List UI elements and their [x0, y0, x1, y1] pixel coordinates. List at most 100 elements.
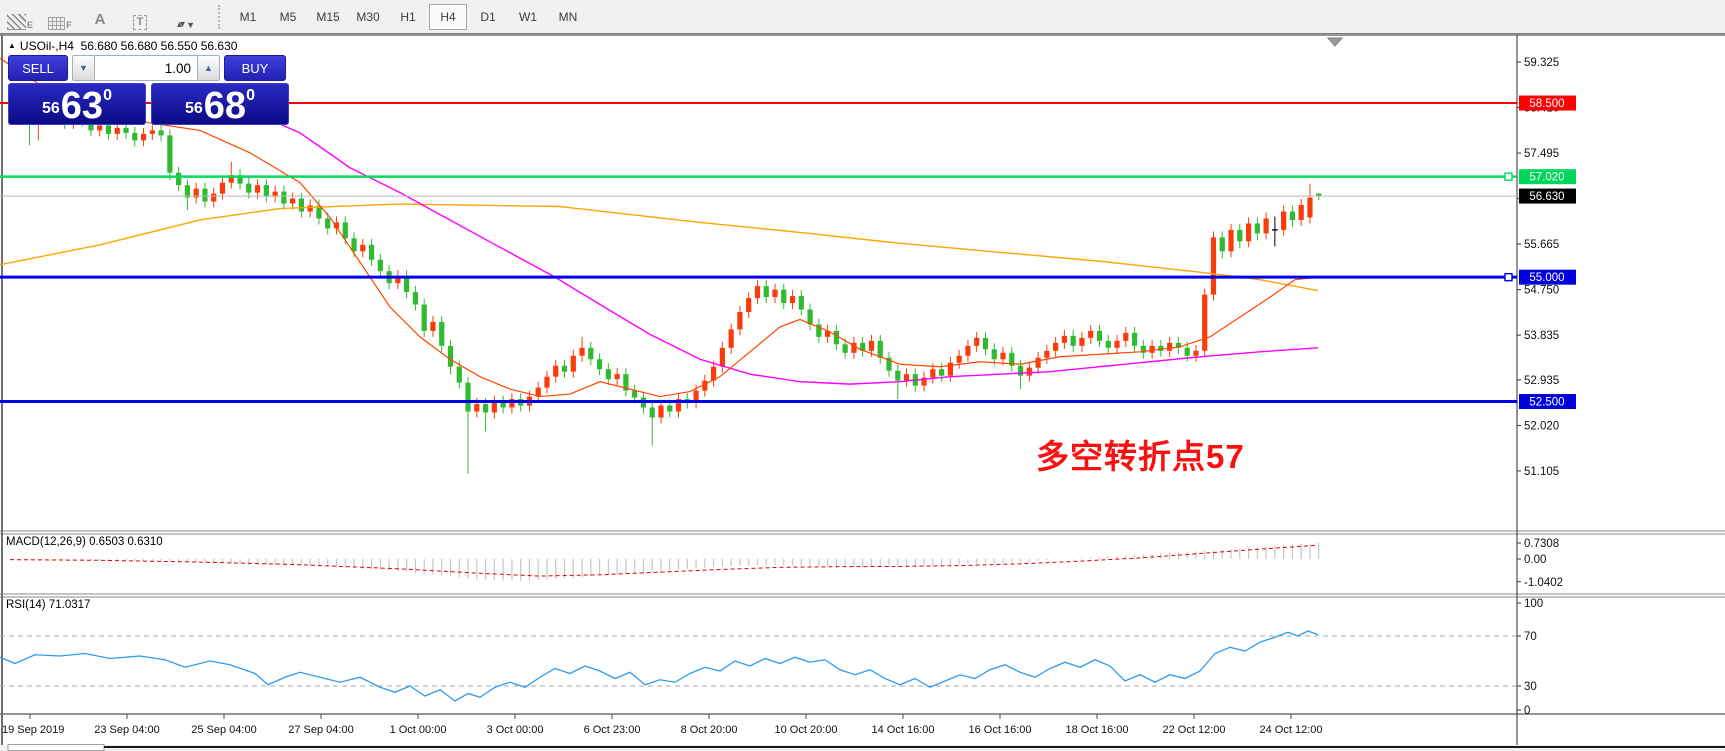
candle-body [1131, 332, 1138, 346]
candle-body [886, 357, 892, 371]
candle-body [237, 175, 243, 184]
ma-fast [0, 57, 1319, 398]
price-badge-label: 58.500 [1529, 98, 1564, 110]
volume-decrease-button[interactable]: ▼ [72, 55, 95, 81]
candle-body [658, 405, 664, 418]
toolbar: E F A T ▴▾ ▼ M1 M5 M15 M30 H1 H4 D1 W1 MN [0, 0, 1725, 34]
candle-body [1237, 229, 1243, 242]
volume-input[interactable] [95, 55, 197, 81]
candle-body [167, 135, 173, 173]
date-label: 6 Oct 23:00 [584, 724, 641, 736]
candle-body [114, 127, 120, 134]
macd-axis-label: -1.0402 [1524, 577, 1563, 589]
sell-price-box[interactable]: 56 63 0 [8, 83, 146, 125]
timeframe-group: M1 M5 M15 M30 H1 H4 D1 W1 MN [228, 3, 588, 30]
candle-body [1184, 347, 1190, 356]
grid-icon[interactable]: F [45, 4, 75, 30]
candle-body [544, 376, 550, 388]
indicators-icon[interactable]: E [5, 4, 35, 30]
candle-body [956, 355, 962, 363]
tf-button-D1[interactable]: D1 [480, 9, 496, 24]
candle-body [1167, 342, 1173, 351]
candle-body [500, 401, 506, 408]
candle-body [88, 120, 94, 131]
candle-body [711, 366, 717, 381]
candle-body [579, 347, 585, 356]
h-scrollbar-thumb[interactable] [7, 744, 105, 751]
date-label: 14 Oct 16:00 [872, 724, 935, 736]
tf-button-M5[interactable]: M5 [279, 9, 297, 24]
candle-body [947, 362, 953, 376]
candle-body [228, 175, 234, 183]
candle-body [623, 374, 629, 391]
tf-button-M1[interactable]: M1 [239, 9, 257, 24]
candle-body [667, 405, 673, 412]
price-tick-label: 55.665 [1524, 239, 1559, 251]
date-label: 1 Oct 00:00 [390, 724, 447, 736]
candle-body [1245, 223, 1252, 242]
tf-button-M15[interactable]: M15 [316, 9, 340, 24]
tf-button-H4[interactable]: H4 [429, 3, 467, 30]
candle-body [1079, 337, 1085, 346]
price-badge-label: 55.000 [1529, 272, 1564, 284]
candle-body [395, 276, 401, 284]
candle-body [509, 399, 515, 408]
candle-body [1088, 330, 1094, 338]
candle-body [132, 132, 138, 141]
candle-body [377, 259, 383, 272]
candle-body [825, 330, 831, 337]
buy-button[interactable]: BUY [224, 55, 286, 81]
hline-handle[interactable] [1504, 272, 1513, 282]
candle-body [202, 188, 208, 202]
candle-body [1000, 352, 1006, 360]
tf-button-M30[interactable]: M30 [356, 9, 380, 24]
candle-body [1009, 352, 1015, 366]
candle-body [281, 191, 287, 204]
candle-body [614, 374, 620, 380]
candle-body [290, 198, 296, 204]
candle-body [254, 185, 261, 193]
chart-text-annotation[interactable]: 多空转折点57 [1036, 438, 1245, 475]
chart-shift-marker-icon[interactable] [1326, 37, 1344, 47]
candle-body [1026, 367, 1032, 376]
price-tick-label: 59.325 [1524, 57, 1559, 69]
macd-histogram [11, 543, 1320, 581]
candle-body [728, 329, 734, 348]
volume-increase-button[interactable]: ▲ [197, 55, 220, 81]
price-badge-label: 57.020 [1529, 172, 1564, 184]
candle-body [1175, 342, 1182, 348]
text-box-icon[interactable]: T [125, 4, 155, 30]
candle-body [1017, 365, 1024, 376]
candle-body [1070, 335, 1076, 346]
candle-body [1202, 294, 1208, 351]
price-tick-label: 54.750 [1524, 285, 1559, 297]
buy-price-box[interactable]: 56 68 0 [151, 83, 289, 125]
text-label-icon[interactable]: A [94, 10, 106, 28]
hline-handle[interactable] [1504, 172, 1513, 181]
tf-button-W1[interactable]: W1 [519, 9, 537, 24]
candle-body [702, 380, 708, 391]
candle-body [833, 330, 839, 345]
candle-body [798, 296, 804, 310]
sell-button[interactable]: SELL [8, 55, 68, 81]
tf-button-MN[interactable]: MN [558, 9, 578, 24]
candle-body [333, 222, 340, 229]
candle-body [974, 337, 980, 346]
candle-body [1281, 211, 1287, 230]
candle-body [123, 127, 129, 133]
candle-body [307, 205, 313, 212]
candle-body [465, 382, 471, 412]
candle-body [868, 340, 875, 351]
candle-body [982, 337, 989, 350]
candle-body [939, 369, 945, 376]
objects-dropdown-icon[interactable]: ▴▾ ▼ [165, 4, 207, 30]
date-label: 23 Sep 04:00 [94, 724, 159, 736]
tf-button-H1[interactable]: H1 [400, 9, 416, 24]
macd-axis-label: 0.00 [1524, 554, 1546, 566]
candle-body [272, 191, 278, 197]
candle-body [430, 321, 436, 331]
date-label: 19 Sep 2019 [2, 724, 64, 736]
candle-body [930, 369, 936, 378]
candle-body [412, 292, 419, 305]
candle-body [1061, 335, 1067, 343]
